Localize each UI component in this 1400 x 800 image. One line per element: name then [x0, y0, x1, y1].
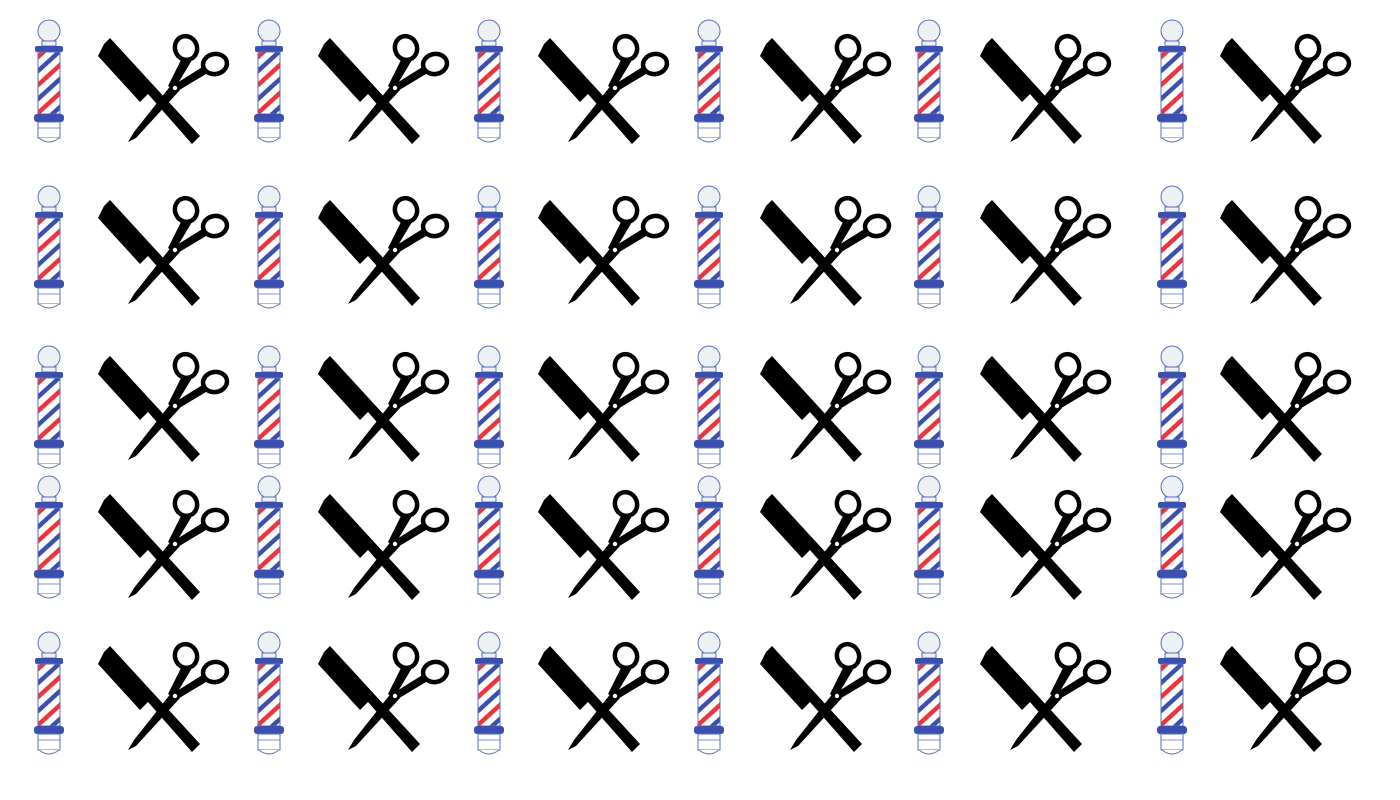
barber-pole-icon [692, 630, 726, 762]
comb-and-scissors-icon [98, 33, 232, 146]
comb-and-scissors-icon [980, 641, 1114, 754]
barber-pole-icon [1155, 630, 1189, 762]
comb-and-scissors-icon [980, 33, 1114, 146]
barber-pole-icon [912, 184, 946, 316]
barber-pole-icon [252, 344, 286, 476]
comb-and-scissors-icon [1220, 33, 1354, 146]
comb-and-scissors-icon [760, 351, 894, 464]
comb-and-scissors-icon [98, 351, 232, 464]
comb-and-scissors-icon [98, 489, 232, 602]
barber-pole-icon [32, 474, 66, 606]
comb-and-scissors-icon [980, 351, 1114, 464]
comb-and-scissors-icon [1220, 351, 1354, 464]
comb-and-scissors-icon [980, 195, 1114, 308]
barber-pole-icon [692, 344, 726, 476]
comb-and-scissors-icon [318, 33, 452, 146]
comb-and-scissors-icon [318, 489, 452, 602]
comb-and-scissors-icon [538, 489, 672, 602]
barber-pole-icon [252, 630, 286, 762]
comb-and-scissors-icon [538, 195, 672, 308]
comb-and-scissors-icon [538, 641, 672, 754]
barber-pole-icon [1155, 184, 1189, 316]
comb-and-scissors-icon [318, 641, 452, 754]
barber-pole-icon [472, 474, 506, 606]
barber-pole-icon [472, 184, 506, 316]
comb-and-scissors-icon [760, 195, 894, 308]
barber-pole-icon [1155, 18, 1189, 150]
comb-and-scissors-icon [760, 489, 894, 602]
comb-and-scissors-icon [1220, 195, 1354, 308]
comb-and-scissors-icon [1220, 489, 1354, 602]
comb-and-scissors-icon [318, 351, 452, 464]
barber-pole-icon [32, 18, 66, 150]
barber-pole-icon [472, 344, 506, 476]
barber-pole-icon [472, 630, 506, 762]
barber-pole-icon [692, 474, 726, 606]
comb-and-scissors-icon [538, 351, 672, 464]
comb-and-scissors-icon [98, 195, 232, 308]
comb-and-scissors-icon [980, 489, 1114, 602]
barber-pole-icon [912, 474, 946, 606]
barber-pole-icon [32, 630, 66, 762]
comb-and-scissors-icon [760, 641, 894, 754]
barber-pole-icon [692, 18, 726, 150]
comb-and-scissors-icon [98, 641, 232, 754]
barber-pole-icon [1155, 474, 1189, 606]
barber-pole-icon [252, 18, 286, 150]
barber-pole-icon [252, 474, 286, 606]
comb-and-scissors-icon [760, 33, 894, 146]
comb-and-scissors-icon [1220, 641, 1354, 754]
barber-pole-icon [32, 344, 66, 476]
barber-pole-icon [912, 18, 946, 150]
barber-pole-icon [1155, 344, 1189, 476]
barber-pole-icon [252, 184, 286, 316]
comb-and-scissors-icon [318, 195, 452, 308]
barber-pole-icon [912, 344, 946, 476]
barber-pole-icon [692, 184, 726, 316]
comb-and-scissors-icon [538, 33, 672, 146]
barber-pole-icon [472, 18, 506, 150]
barber-pole-icon [912, 630, 946, 762]
barber-pole-icon [32, 184, 66, 316]
